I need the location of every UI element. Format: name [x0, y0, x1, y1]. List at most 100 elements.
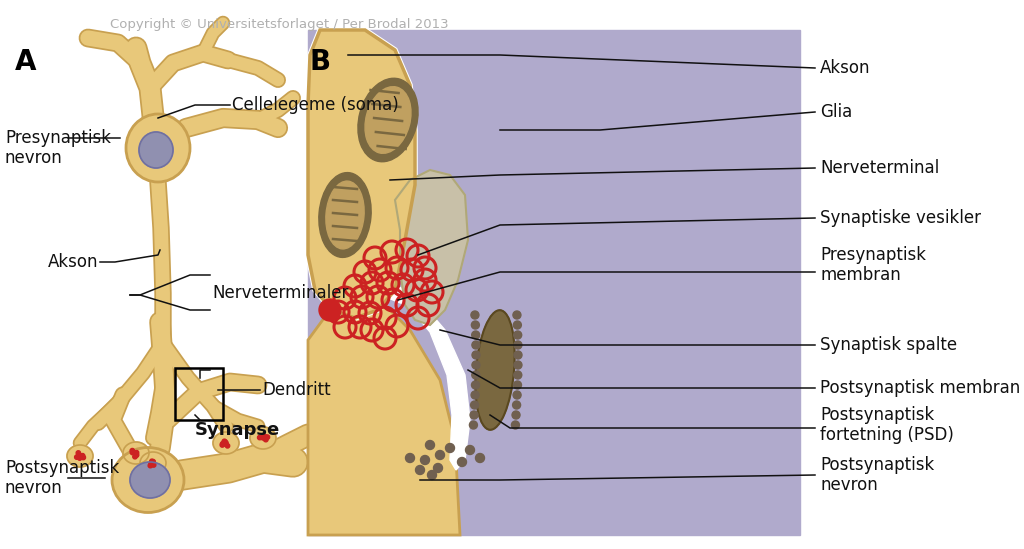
- Text: A: A: [15, 48, 37, 76]
- Circle shape: [257, 435, 262, 440]
- Circle shape: [78, 454, 82, 458]
- Circle shape: [78, 456, 82, 460]
- Circle shape: [150, 461, 154, 466]
- Text: Glia: Glia: [820, 103, 852, 121]
- Text: Cellelegeme (soma): Cellelegeme (soma): [232, 96, 398, 114]
- Ellipse shape: [140, 452, 166, 474]
- Circle shape: [416, 466, 425, 474]
- Text: Presynaptisk
membran: Presynaptisk membran: [820, 245, 926, 284]
- Circle shape: [75, 455, 79, 460]
- Text: Postsynaptisk membran: Postsynaptisk membran: [820, 379, 1020, 397]
- Circle shape: [426, 440, 434, 450]
- Circle shape: [470, 411, 478, 419]
- Circle shape: [472, 351, 480, 359]
- Bar: [175, 368, 223, 420]
- Circle shape: [445, 444, 455, 452]
- Text: Akson: Akson: [47, 253, 98, 271]
- Ellipse shape: [250, 427, 276, 449]
- Circle shape: [421, 456, 429, 464]
- Ellipse shape: [112, 447, 184, 513]
- Circle shape: [466, 445, 474, 455]
- Circle shape: [260, 435, 264, 440]
- Ellipse shape: [139, 132, 173, 168]
- Circle shape: [151, 460, 156, 464]
- Circle shape: [80, 453, 85, 458]
- Circle shape: [78, 454, 82, 458]
- Circle shape: [130, 450, 134, 455]
- Ellipse shape: [326, 181, 365, 249]
- Circle shape: [220, 441, 225, 446]
- Circle shape: [263, 438, 268, 442]
- Text: Synaptisk spalte: Synaptisk spalte: [820, 336, 957, 354]
- Circle shape: [406, 453, 415, 462]
- Circle shape: [513, 321, 521, 329]
- Circle shape: [134, 453, 138, 457]
- Circle shape: [76, 451, 81, 455]
- Circle shape: [150, 459, 154, 463]
- Circle shape: [472, 331, 479, 339]
- Polygon shape: [395, 170, 468, 325]
- Circle shape: [223, 440, 227, 444]
- Ellipse shape: [123, 442, 150, 464]
- Ellipse shape: [67, 445, 93, 467]
- Circle shape: [150, 460, 154, 464]
- Polygon shape: [308, 30, 415, 318]
- Circle shape: [150, 462, 154, 467]
- Circle shape: [472, 341, 480, 349]
- Circle shape: [152, 463, 156, 467]
- Circle shape: [81, 455, 86, 460]
- Circle shape: [134, 452, 138, 457]
- Text: Akson: Akson: [820, 59, 870, 77]
- Circle shape: [514, 371, 522, 379]
- Circle shape: [514, 361, 522, 369]
- Text: Dendritt: Dendritt: [262, 381, 331, 399]
- Circle shape: [433, 463, 442, 473]
- Circle shape: [514, 331, 521, 339]
- Text: Synapse: Synapse: [195, 421, 281, 439]
- Text: Presynaptisk
nevron: Presynaptisk nevron: [5, 128, 111, 167]
- Circle shape: [475, 453, 484, 462]
- Circle shape: [133, 455, 137, 459]
- Circle shape: [511, 421, 519, 429]
- Circle shape: [262, 436, 266, 441]
- Text: Postsynaptisk
nevron: Postsynaptisk nevron: [820, 456, 934, 495]
- Circle shape: [471, 401, 478, 409]
- Ellipse shape: [130, 462, 170, 498]
- Circle shape: [471, 321, 479, 329]
- Ellipse shape: [126, 114, 190, 182]
- Circle shape: [514, 351, 522, 359]
- Circle shape: [514, 341, 522, 349]
- Circle shape: [222, 439, 226, 444]
- Text: Postsynaptisk
nevron: Postsynaptisk nevron: [5, 458, 119, 497]
- Ellipse shape: [358, 79, 418, 162]
- Circle shape: [130, 449, 134, 453]
- Circle shape: [427, 470, 436, 479]
- Circle shape: [471, 381, 479, 389]
- Circle shape: [225, 444, 229, 448]
- Circle shape: [224, 441, 228, 445]
- Circle shape: [134, 451, 138, 455]
- Circle shape: [435, 451, 444, 460]
- Ellipse shape: [475, 310, 515, 430]
- Circle shape: [513, 311, 521, 319]
- Circle shape: [265, 435, 269, 439]
- Circle shape: [471, 391, 479, 399]
- Circle shape: [512, 411, 520, 419]
- Circle shape: [469, 421, 477, 429]
- Bar: [308, 30, 800, 535]
- Circle shape: [262, 434, 266, 439]
- Text: Nerveterminaler: Nerveterminaler: [212, 284, 348, 302]
- Circle shape: [220, 443, 224, 447]
- Circle shape: [513, 401, 520, 409]
- Polygon shape: [308, 295, 460, 535]
- Circle shape: [148, 463, 153, 468]
- Text: Copyright © Universitetsforlaget / Per Brodal 2013: Copyright © Universitetsforlaget / Per B…: [110, 18, 449, 31]
- Circle shape: [472, 371, 480, 379]
- Polygon shape: [370, 285, 470, 470]
- Circle shape: [222, 441, 226, 446]
- Circle shape: [472, 361, 480, 369]
- Ellipse shape: [365, 87, 411, 153]
- Text: Synaptiske vesikler: Synaptiske vesikler: [820, 209, 981, 227]
- Ellipse shape: [213, 432, 239, 454]
- Text: Nerveterminal: Nerveterminal: [820, 159, 939, 177]
